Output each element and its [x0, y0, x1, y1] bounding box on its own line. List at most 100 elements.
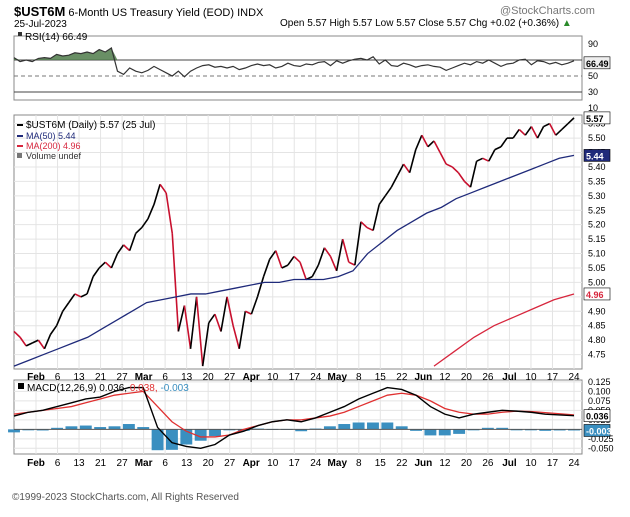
price-y-tick-label: 4.90 — [588, 306, 606, 316]
rsi-legend-swatch — [18, 32, 22, 36]
macd-histogram-bar — [137, 427, 150, 430]
macd-histogram-bar — [323, 426, 336, 430]
macd-histogram-bar — [194, 429, 207, 441]
price-y-tick-label: 5.50 — [588, 133, 606, 143]
price-line-segment — [530, 126, 539, 139]
price-x-tick-label: 27 — [117, 372, 129, 383]
price-line-segment — [360, 221, 368, 229]
price-line-segment — [183, 305, 192, 349]
price-line-segment — [232, 325, 240, 349]
macd-x-tick-label: May — [328, 458, 348, 469]
price-line-segment — [439, 152, 447, 165]
macd-signal-line — [13, 390, 575, 438]
macd-x-tick-label: 27 — [117, 458, 129, 469]
macd-x-tick-label: Jun — [414, 458, 432, 469]
price-line-segment — [536, 126, 545, 139]
macd-x-tick-label: Feb — [27, 458, 45, 469]
macd-x-tick-label: 27 — [224, 458, 236, 469]
price-line-segment — [274, 250, 283, 269]
price-y-tick-label: 5.20 — [588, 220, 606, 230]
chart-date: 25-Jul-2023 — [14, 19, 67, 30]
price-x-tick-label: 21 — [95, 372, 107, 383]
ohlc-up-arrow-icon: ▲ — [561, 18, 572, 29]
macd-x-tick-label: 20 — [203, 458, 215, 469]
price-x-tick-label: May — [328, 372, 348, 383]
price-line-segment — [147, 204, 155, 220]
macd-x-tick-label: 8 — [356, 458, 362, 469]
macd-panel-frame — [13, 379, 583, 455]
price-line-segment — [299, 261, 307, 280]
price-x-tick-label: 6 — [162, 372, 168, 383]
price-y-tick-label: 5.25 — [588, 205, 606, 215]
price-line-segment — [37, 339, 46, 350]
copyright-notice: ©1999-2023 StockCharts.com, All Rights R… — [12, 492, 239, 503]
price-line-segment — [98, 261, 106, 269]
macd-y-tick-label: 0.100 — [588, 386, 611, 396]
price-line-segment — [287, 255, 295, 266]
macd-histogram-bar — [424, 429, 437, 436]
rsi-legend-text: RSI(14) 66.49 — [25, 32, 88, 43]
macd-y-tick-label: -0.025 — [588, 434, 614, 444]
price-line-segment — [268, 250, 277, 260]
macd-last-value-box — [583, 409, 611, 422]
price-line-segment — [159, 183, 167, 194]
price-line-segment — [512, 128, 520, 139]
ma50-line — [13, 154, 575, 367]
macd-histogram-bar — [295, 429, 308, 432]
price-line-segment — [189, 296, 198, 349]
price-x-tick-label: 6 — [55, 372, 61, 383]
price-line-segment — [104, 261, 112, 269]
macd-x-tick-label: 21 — [95, 458, 107, 469]
macd-x-tick-label: 12 — [439, 458, 451, 469]
price-line-segment — [195, 296, 204, 367]
price-line-segment — [153, 184, 161, 205]
price-line-segment — [482, 157, 490, 162]
macd-x-tick-label: 26 — [482, 458, 494, 469]
price-line-segment — [25, 342, 33, 347]
macd-histogram-bar — [481, 427, 494, 430]
price-line-segment — [19, 336, 27, 347]
macd-histogram-bar — [338, 424, 351, 430]
price-line-segment — [390, 175, 399, 188]
price-line-segment — [262, 259, 271, 277]
macd-histogram-bar — [165, 429, 178, 450]
price-line-segment — [415, 134, 423, 150]
macd-x-tick-label: Jul — [502, 458, 517, 469]
macd-legend-text: MACD(12,26,9) 0.036, 0.038, -0.003 — [27, 383, 189, 394]
price-line-segment — [31, 339, 39, 344]
macd-x-tick-label: 6 — [162, 458, 168, 469]
price-line-segment — [220, 296, 228, 332]
price-line-segment — [116, 244, 125, 255]
price-line-segment — [214, 313, 222, 332]
price-y-tick-label: 5.15 — [588, 234, 606, 244]
price-x-tick-label: Mar — [135, 372, 153, 383]
price-y-tick-label: 5.00 — [588, 277, 606, 287]
macd-legend: MACD(12,26,9) 0.036, 0.038, -0.003 — [18, 383, 189, 394]
price-x-tick-label: Jun — [414, 372, 432, 383]
price-line-segment — [524, 126, 533, 136]
price-x-tick-label: 24 — [568, 372, 580, 383]
rsi-y-tick-label: 10 — [588, 103, 598, 113]
price-line-segment — [177, 305, 186, 332]
macd-x-tick-label: 10 — [525, 458, 537, 469]
price-line-segment — [476, 157, 484, 162]
price-line-segment — [201, 322, 210, 367]
price-line-segment — [256, 276, 265, 298]
price-line-segment — [372, 204, 380, 231]
volume-legend-swatch — [17, 153, 22, 158]
ma200-line — [433, 293, 575, 367]
price-x-tick-label: 15 — [375, 372, 387, 383]
price-x-tick-label: 17 — [289, 372, 301, 383]
macd-x-tick-label: 20 — [461, 458, 473, 469]
price-x-tick-label: 13 — [181, 372, 193, 383]
macd-histogram-bar — [381, 422, 394, 430]
price-y-tick-label: 5.05 — [588, 263, 606, 273]
price-x-tick-label: 12 — [439, 372, 451, 383]
rsi-last-value-box — [583, 56, 611, 70]
macd-x-tick-label: 6 — [55, 458, 61, 469]
macd-y-tick-label: 0.125 — [588, 377, 611, 387]
chart-exchange: INDX — [237, 7, 264, 19]
price-line-segment — [281, 264, 289, 269]
price-line-segment — [92, 267, 100, 278]
